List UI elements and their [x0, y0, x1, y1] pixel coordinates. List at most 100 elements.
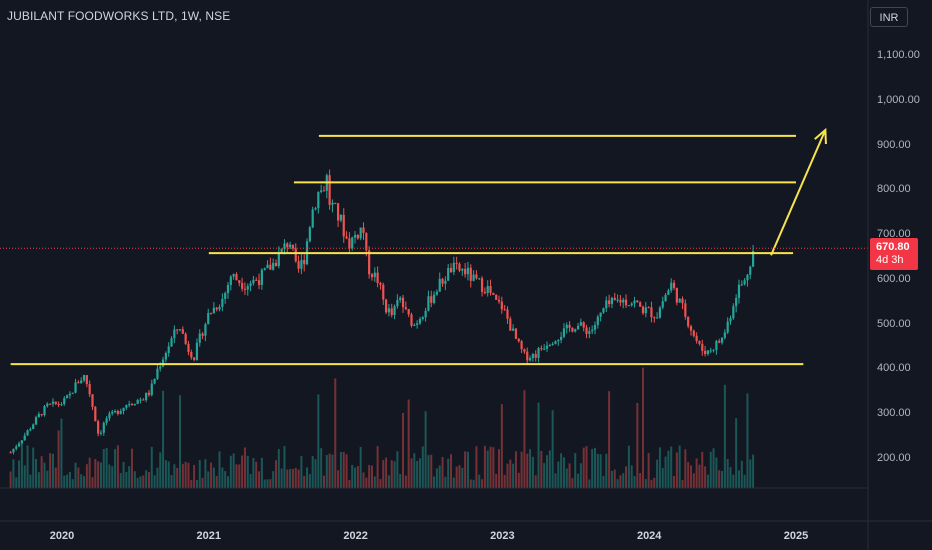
candle — [243, 288, 247, 290]
candle — [726, 321, 729, 333]
y-tick-label: 200.00 — [877, 451, 911, 464]
volume-bar — [54, 467, 57, 488]
volume-bar — [376, 446, 379, 488]
volume-bar — [562, 457, 565, 488]
candle — [379, 282, 382, 285]
volume-bar — [746, 393, 749, 488]
volume-bar — [88, 457, 91, 488]
candle — [215, 307, 218, 310]
candle — [509, 318, 512, 331]
candle — [720, 337, 724, 343]
candle — [418, 319, 422, 324]
volume-bar — [204, 459, 207, 488]
candle — [77, 382, 80, 384]
volume-bar — [274, 460, 277, 488]
volume-bar — [294, 467, 297, 488]
volume-bar — [390, 460, 393, 488]
candle — [376, 272, 379, 283]
volume-bar — [560, 453, 563, 488]
volume-bar — [466, 451, 469, 488]
candle — [664, 294, 667, 302]
candle — [382, 284, 385, 300]
candle — [435, 291, 439, 295]
volume-bar — [478, 474, 481, 488]
y-tick-label: 700.00 — [877, 228, 911, 241]
candle — [464, 268, 467, 275]
candle — [51, 401, 55, 404]
candle — [207, 312, 210, 325]
volume-bar — [382, 460, 385, 488]
volume-bar — [252, 457, 255, 488]
volume-bar — [605, 453, 608, 488]
candle — [627, 305, 630, 307]
volume-bar — [198, 460, 201, 488]
volume-bar — [718, 470, 721, 488]
volume-bar — [263, 479, 266, 488]
candle — [173, 329, 176, 339]
candle — [40, 414, 43, 416]
candle — [692, 330, 695, 336]
candle — [393, 306, 396, 316]
candle — [622, 299, 625, 303]
volume-bar — [164, 460, 167, 488]
volume-bar — [255, 461, 258, 488]
candle — [746, 274, 749, 281]
candle — [311, 209, 314, 228]
currency-button[interactable]: INR — [870, 7, 908, 27]
candle — [195, 342, 199, 360]
candle — [334, 202, 337, 204]
candle — [178, 329, 182, 331]
candle — [644, 307, 647, 314]
volume-bar — [529, 449, 532, 488]
candle — [560, 336, 563, 341]
candle — [198, 333, 201, 343]
volume-bar — [68, 471, 71, 488]
volume-bar — [122, 461, 125, 488]
volume-bar — [416, 460, 419, 488]
candle — [605, 300, 608, 309]
volume-bar — [650, 479, 653, 488]
candle — [396, 299, 399, 307]
symbol-title[interactable]: JUBILANT FOODWORKS LTD, 1W, NSE — [7, 9, 231, 23]
volume-bar — [29, 474, 32, 488]
volume-bar — [210, 462, 213, 488]
volume-bar — [184, 461, 187, 488]
candle — [401, 297, 405, 308]
volume-bar — [215, 476, 218, 488]
candle — [190, 351, 193, 358]
projection-arrow — [770, 129, 827, 256]
candle — [449, 268, 453, 273]
candle — [545, 345, 549, 349]
candle — [430, 296, 433, 303]
volume-bar — [678, 445, 681, 488]
candle — [29, 429, 32, 431]
candle — [241, 283, 244, 289]
volume-bar — [232, 453, 235, 488]
candle — [672, 282, 676, 288]
candle — [274, 262, 278, 267]
volume-bar — [12, 459, 15, 488]
candle — [706, 350, 710, 355]
candle — [34, 417, 38, 425]
candle — [37, 414, 40, 418]
volume-bar — [622, 473, 625, 488]
volume-bar — [509, 459, 512, 488]
candle — [568, 324, 571, 328]
candle — [650, 307, 653, 318]
x-tick-label: 2024 — [636, 530, 662, 542]
volume-bar — [684, 449, 687, 488]
candle — [94, 406, 97, 422]
volume-bar — [523, 390, 526, 488]
volume-bar — [565, 468, 568, 488]
volume-bar — [311, 455, 314, 488]
volume-bar — [15, 477, 18, 488]
volume-bar — [322, 475, 325, 488]
volume-bar — [354, 467, 357, 488]
candle — [255, 279, 258, 281]
candle — [551, 343, 554, 346]
volume-bar — [379, 479, 382, 488]
candle — [122, 407, 125, 412]
candle — [150, 383, 153, 395]
candle — [743, 280, 746, 285]
